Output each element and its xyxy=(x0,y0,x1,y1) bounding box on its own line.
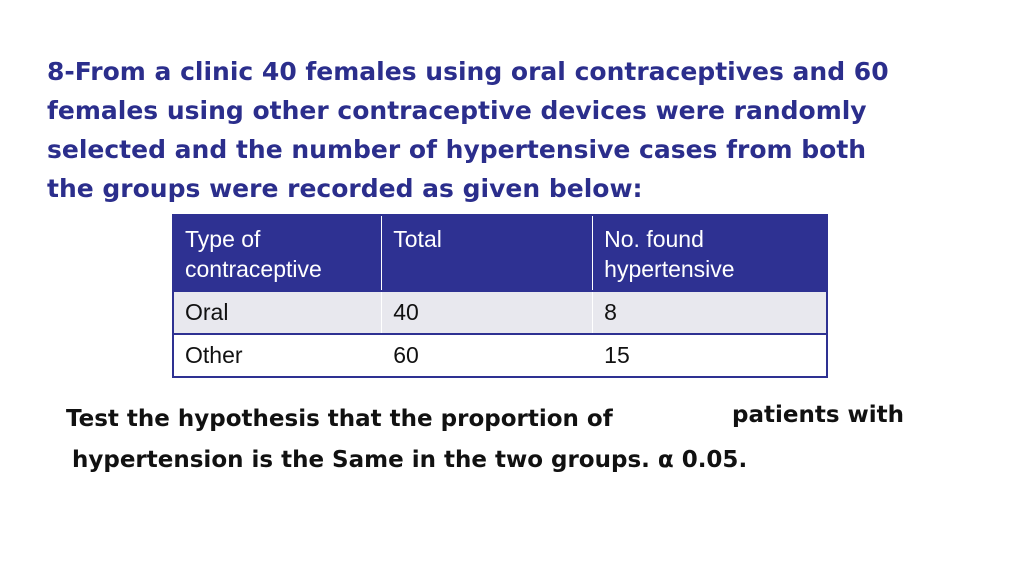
cell-type: Oral xyxy=(173,290,383,334)
question-text: 8-From a clinic 40 females using oral co… xyxy=(47,52,1007,208)
cell-total: 60 xyxy=(381,333,594,377)
contraceptive-table: Type of contraceptive Total No. found hy… xyxy=(172,214,828,378)
table-row: Oral 40 8 xyxy=(173,290,828,334)
question-line-2: females using other contraceptive device… xyxy=(47,96,867,125)
header-hypertensive: No. found hypertensive xyxy=(592,215,827,291)
question-line-3: selected and the number of hypertensive … xyxy=(47,135,867,164)
task-text-part-a: Test the hypothesis that the proportion … xyxy=(66,406,613,432)
question-line-4: the groups were recorded as given below: xyxy=(47,174,643,203)
task-text-part-b: patients with xyxy=(732,402,905,428)
table-row: Other 60 15 xyxy=(173,333,828,377)
table-header-row: Type of contraceptive Total No. found hy… xyxy=(173,215,827,291)
cell-hypertensive: 8 xyxy=(592,290,828,334)
question-line-1: 8-From a clinic 40 females using oral co… xyxy=(47,57,889,86)
cell-hypertensive: 15 xyxy=(592,333,828,377)
header-total: Total xyxy=(381,215,594,291)
task-text-part-c: hypertension is the Same in the two grou… xyxy=(72,447,748,473)
header-type: Type of contraceptive xyxy=(173,215,383,291)
cell-type: Other xyxy=(173,333,383,377)
cell-total: 40 xyxy=(381,290,594,334)
